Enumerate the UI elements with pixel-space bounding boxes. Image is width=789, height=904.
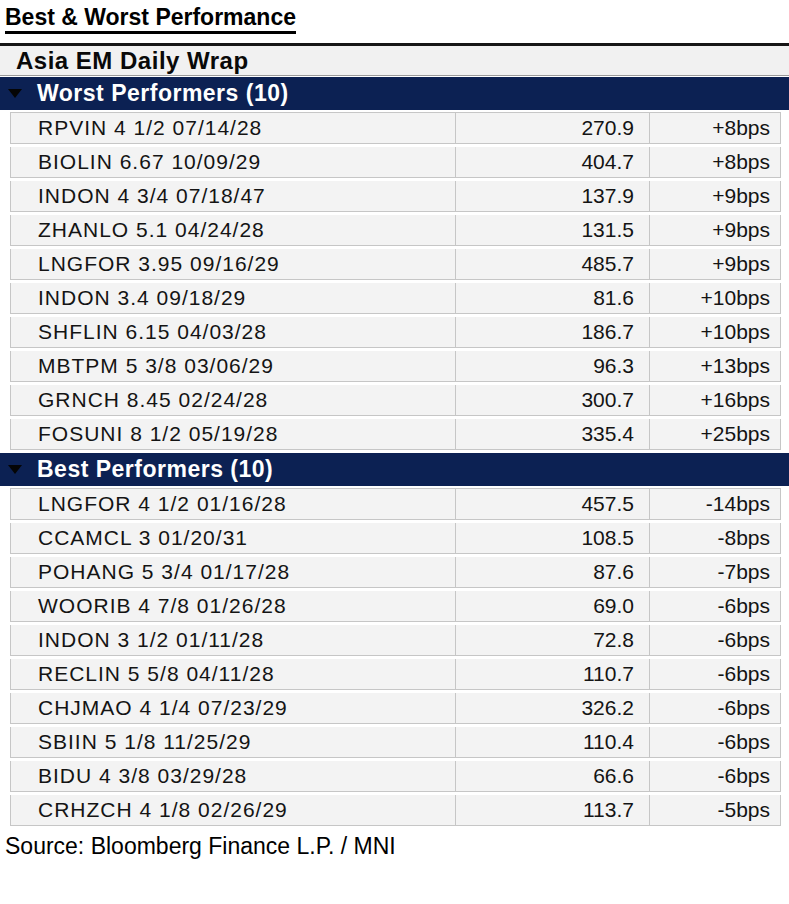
security-name: GRNCH 8.45 02/24/28 — [10, 385, 455, 415]
table-row: INDON 3 1/2 01/11/28 72.8 -6bps — [10, 625, 781, 656]
security-name: LNGFOR 3.95 09/16/29 — [10, 249, 455, 279]
spread-change: +9bps — [649, 181, 781, 211]
table-row: MBTPM 5 3/8 03/06/29 96.3 +13bps — [10, 351, 781, 382]
table-row: RECLIN 5 5/8 04/11/28 110.7 -6bps — [10, 659, 781, 690]
table-row: GRNCH 8.45 02/24/28 300.7 +16bps — [10, 385, 781, 416]
security-name: INDON 3.4 09/18/29 — [10, 283, 455, 313]
table-row: POHANG 5 3/4 01/17/28 87.6 -7bps — [10, 557, 781, 588]
table-row: CRHZCH 4 1/8 02/26/29 113.7 -5bps — [10, 795, 781, 826]
table-row: LNGFOR 3.95 09/16/29 485.7 +9bps — [10, 249, 781, 280]
price-value: 326.2 — [455, 693, 649, 723]
collapse-triangle-icon — [8, 465, 22, 474]
table-sections: Worst Performers (10) RPVIN 4 1/2 07/14/… — [0, 77, 789, 826]
price-value: 300.7 — [455, 385, 649, 415]
spread-change: -6bps — [649, 727, 781, 757]
spread-change: +9bps — [649, 215, 781, 245]
table-row: CHJMAO 4 1/4 07/23/29 326.2 -6bps — [10, 693, 781, 724]
spread-change: +10bps — [649, 317, 781, 347]
spread-change: +9bps — [649, 249, 781, 279]
spread-change: +25bps — [649, 419, 781, 449]
price-value: 96.3 — [455, 351, 649, 381]
price-value: 108.5 — [455, 523, 649, 553]
table-row: FOSUNI 8 1/2 05/19/28 335.4 +25bps — [10, 419, 781, 450]
table-row: CCAMCL 3 01/20/31 108.5 -8bps — [10, 523, 781, 554]
section-label: Worst Performers (10) — [37, 80, 289, 106]
table-row: SHFLIN 6.15 04/03/28 186.7 +10bps — [10, 317, 781, 348]
spread-change: +8bps — [649, 113, 781, 143]
spread-change: +13bps — [649, 351, 781, 381]
security-name: CCAMCL 3 01/20/31 — [10, 523, 455, 553]
table-row: LNGFOR 4 1/2 01/16/28 457.5 -14bps — [10, 489, 781, 520]
table-section: Worst Performers (10) RPVIN 4 1/2 07/14/… — [0, 77, 789, 450]
spread-change: +16bps — [649, 385, 781, 415]
security-name: WOORIB 4 7/8 01/26/28 — [10, 591, 455, 621]
spread-change: +8bps — [649, 147, 781, 177]
security-name: BIDU 4 3/8 03/29/28 — [10, 761, 455, 791]
price-value: 110.7 — [455, 659, 649, 689]
security-name: CRHZCH 4 1/8 02/26/29 — [10, 795, 455, 825]
spread-change: -14bps — [649, 489, 781, 519]
section-header-worst[interactable]: Worst Performers (10) — [0, 77, 789, 110]
price-value: 81.6 — [455, 283, 649, 313]
security-name: BIOLIN 6.67 10/09/29 — [10, 147, 455, 177]
section-rows: RPVIN 4 1/2 07/14/28 270.9 +8bps BIOLIN … — [10, 112, 781, 450]
security-name: CHJMAO 4 1/4 07/23/29 — [10, 693, 455, 723]
section-label: Best Performers (10) — [37, 456, 273, 482]
performance-table: Asia EM Daily Wrap Worst Performers (10)… — [0, 43, 789, 826]
spread-change: -6bps — [649, 659, 781, 689]
spread-change: -6bps — [649, 625, 781, 655]
table-row: ZHANLO 5.1 04/24/28 131.5 +9bps — [10, 215, 781, 246]
security-name: SHFLIN 6.15 04/03/28 — [10, 317, 455, 347]
security-name: POHANG 5 3/4 01/17/28 — [10, 557, 455, 587]
price-value: 186.7 — [455, 317, 649, 347]
security-name: FOSUNI 8 1/2 05/19/28 — [10, 419, 455, 449]
table-row: BIDU 4 3/8 03/29/28 66.6 -6bps — [10, 761, 781, 792]
section-rows: LNGFOR 4 1/2 01/16/28 457.5 -14bps CCAMC… — [10, 488, 781, 826]
price-value: 72.8 — [455, 625, 649, 655]
price-value: 270.9 — [455, 113, 649, 143]
section-header-best[interactable]: Best Performers (10) — [0, 453, 789, 486]
source-note: Source: Bloomberg Finance L.P. / MNI — [5, 833, 789, 860]
spread-change: -6bps — [649, 761, 781, 791]
price-value: 404.7 — [455, 147, 649, 177]
table-row: RPVIN 4 1/2 07/14/28 270.9 +8bps — [10, 113, 781, 144]
security-name: RECLIN 5 5/8 04/11/28 — [10, 659, 455, 689]
spread-change: -6bps — [649, 693, 781, 723]
security-name: RPVIN 4 1/2 07/14/28 — [10, 113, 455, 143]
table-row: INDON 3.4 09/18/29 81.6 +10bps — [10, 283, 781, 314]
table-section: Best Performers (10) LNGFOR 4 1/2 01/16/… — [0, 453, 789, 826]
price-value: 131.5 — [455, 215, 649, 245]
collapse-triangle-icon — [8, 89, 22, 98]
price-value: 69.0 — [455, 591, 649, 621]
spread-change: +10bps — [649, 283, 781, 313]
spread-change: -5bps — [649, 795, 781, 825]
page-title: Best & Worst Performance — [5, 4, 296, 34]
price-value: 87.6 — [455, 557, 649, 587]
security-name: LNGFOR 4 1/2 01/16/28 — [10, 489, 455, 519]
price-value: 113.7 — [455, 795, 649, 825]
spread-change: -8bps — [649, 523, 781, 553]
table-row: WOORIB 4 7/8 01/26/28 69.0 -6bps — [10, 591, 781, 622]
security-name: INDON 4 3/4 07/18/47 — [10, 181, 455, 211]
price-value: 66.6 — [455, 761, 649, 791]
price-value: 110.4 — [455, 727, 649, 757]
price-value: 485.7 — [455, 249, 649, 279]
table-row: INDON 4 3/4 07/18/47 137.9 +9bps — [10, 181, 781, 212]
security-name: MBTPM 5 3/8 03/06/29 — [10, 351, 455, 381]
price-value: 457.5 — [455, 489, 649, 519]
table-row: SBIIN 5 1/8 11/25/29 110.4 -6bps — [10, 727, 781, 758]
spread-change: -6bps — [649, 591, 781, 621]
table-header: Asia EM Daily Wrap — [0, 46, 789, 76]
price-value: 137.9 — [455, 181, 649, 211]
security-name: ZHANLO 5.1 04/24/28 — [10, 215, 455, 245]
report-figure: Best & Worst Performance Asia EM Daily W… — [0, 0, 789, 904]
price-value: 335.4 — [455, 419, 649, 449]
spread-change: -7bps — [649, 557, 781, 587]
security-name: SBIIN 5 1/8 11/25/29 — [10, 727, 455, 757]
security-name: INDON 3 1/2 01/11/28 — [10, 625, 455, 655]
table-row: BIOLIN 6.67 10/09/29 404.7 +8bps — [10, 147, 781, 178]
